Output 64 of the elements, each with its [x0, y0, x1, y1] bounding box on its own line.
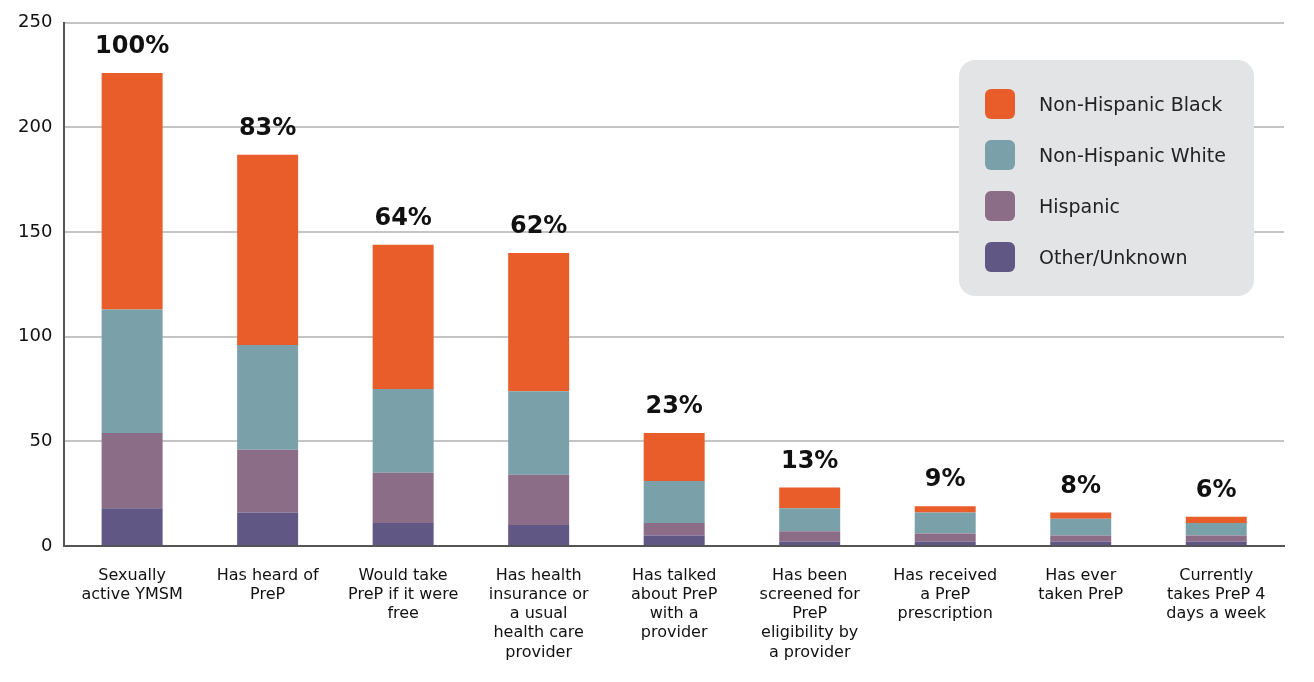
- bar: [779, 487, 841, 509]
- bar: [101, 73, 163, 310]
- bar: [372, 244, 434, 390]
- bar: [508, 253, 570, 392]
- y-tick-label: 100: [18, 324, 53, 346]
- x-tick-label: Has been screened for PreP eligibility by a provider: [759, 564, 861, 661]
- bar: [508, 391, 570, 475]
- bar: [1050, 535, 1112, 542]
- x-tick-label: Has received a PreP prescription: [893, 564, 998, 623]
- annotation: 8%: [1060, 470, 1102, 499]
- x-tick-label: Would take PreP if it were free: [348, 564, 459, 623]
- legend-label: Other/Unknown: [1039, 245, 1188, 268]
- annotation: 100%: [95, 31, 170, 60]
- y-tick-label: 150: [18, 219, 53, 241]
- bar: [779, 508, 841, 532]
- bar: [508, 525, 570, 545]
- bar: [508, 474, 570, 526]
- bar: [643, 535, 705, 545]
- annotation: 83%: [238, 112, 297, 141]
- x-tick-label: Has health insurance or a usual health care provider: [488, 564, 589, 661]
- x-tick-label: Has ever taken PreP: [1038, 564, 1124, 603]
- y-tick-label: 250: [18, 10, 53, 32]
- annotation: 13%: [780, 445, 839, 474]
- bar: [914, 512, 976, 534]
- bar: [237, 449, 299, 513]
- x-tick-label: Sexually active YMSM: [81, 564, 183, 603]
- legend-label: Hispanic: [1039, 194, 1120, 217]
- annotation: 6%: [1195, 474, 1237, 503]
- bar: [643, 481, 705, 523]
- y-tick-label: 50: [29, 429, 53, 451]
- bar: [1050, 541, 1112, 545]
- bar: [237, 345, 299, 450]
- bar: [1185, 541, 1247, 545]
- bar: [779, 531, 841, 542]
- x-tick-label: Has talked about PreP with a provider: [631, 564, 718, 642]
- bar: [237, 154, 299, 346]
- bar: [1185, 535, 1247, 542]
- bar: [914, 541, 976, 545]
- x-tick-label: Has heard of PreP: [216, 564, 319, 603]
- bar: [372, 389, 434, 473]
- legend-label: Non-Hispanic White: [1039, 143, 1226, 166]
- annotation: 62%: [509, 211, 568, 240]
- bar: [101, 508, 163, 545]
- bar: [1050, 512, 1112, 519]
- bar: [237, 512, 299, 545]
- bar: [643, 432, 705, 482]
- bar: [914, 533, 976, 542]
- x-tick-label: Currently takes PreP 4 days a week: [1166, 564, 1267, 623]
- annotation: 9%: [924, 464, 966, 493]
- bar: [101, 432, 163, 509]
- bar: [1185, 516, 1247, 523]
- bar: [372, 522, 434, 545]
- bar: [643, 522, 705, 536]
- bar: [101, 309, 163, 433]
- bar: [372, 472, 434, 523]
- y-tick-label: 0: [40, 533, 53, 555]
- annotation: 23%: [645, 391, 703, 420]
- legend-label: Non-Hispanic Black: [1039, 92, 1223, 115]
- bar: [1050, 518, 1112, 536]
- bar: [779, 541, 841, 545]
- y-tick-label: 200: [18, 115, 53, 137]
- bar: [914, 506, 976, 513]
- annotation: 64%: [374, 202, 432, 231]
- bar: [1185, 522, 1247, 536]
